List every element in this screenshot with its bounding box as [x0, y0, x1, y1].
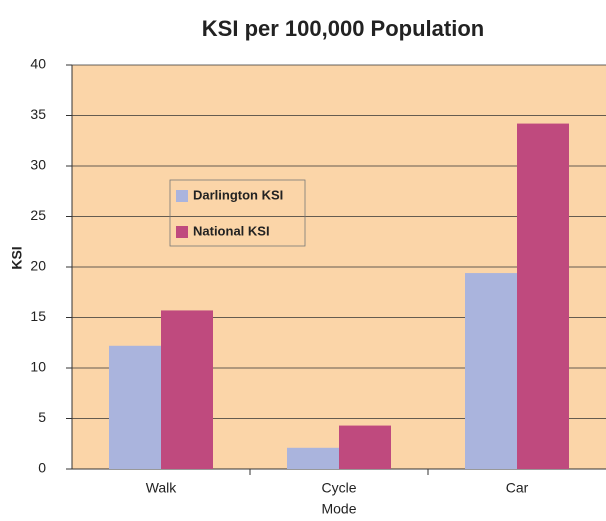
y-tick-label: 35 [30, 106, 46, 122]
y-tick-label: 20 [30, 258, 46, 274]
y-tick-label: 0 [38, 460, 46, 476]
x-axis-label: Mode [321, 501, 356, 517]
y-axis-label: KSI [9, 246, 25, 269]
y-tick-label: 15 [30, 308, 46, 324]
legend-label: National KSI [193, 223, 270, 238]
x-tick-label: Car [506, 480, 529, 496]
x-tick-label: Walk [146, 480, 178, 496]
bar [339, 425, 391, 469]
y-tick-label: 40 [30, 56, 46, 72]
x-tick-label: Cycle [321, 480, 356, 496]
chart-title: KSI per 100,000 Population [202, 16, 484, 41]
legend-label: Darlington KSI [193, 187, 283, 202]
bar [517, 123, 569, 469]
bar [161, 310, 213, 469]
bar [109, 345, 161, 469]
y-tick-label: 25 [30, 207, 46, 223]
legend-swatch [176, 226, 188, 238]
legend-swatch [176, 190, 188, 202]
bar [287, 447, 339, 469]
y-tick-label: 5 [38, 409, 46, 425]
y-tick-label: 10 [30, 359, 46, 375]
bar [465, 273, 517, 469]
legend-box [169, 179, 306, 247]
y-tick-label: 30 [30, 157, 46, 173]
